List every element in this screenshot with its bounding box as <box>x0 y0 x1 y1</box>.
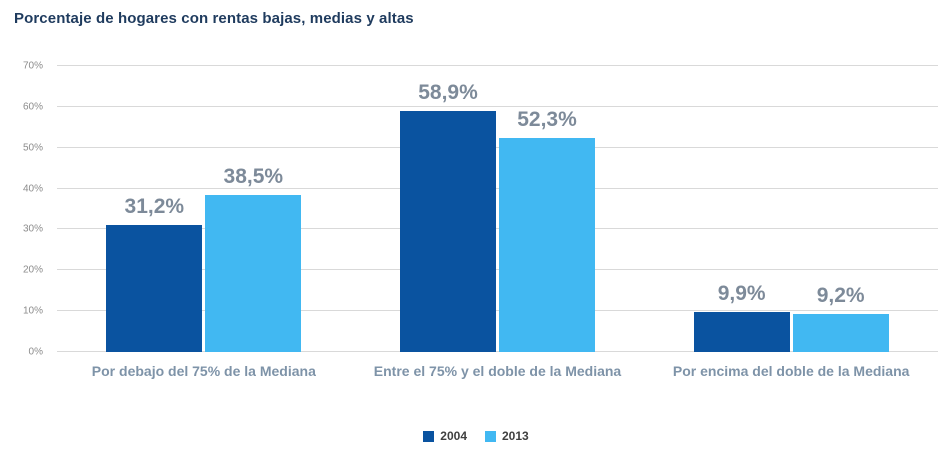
category-label-3: Por encima del doble de la Mediana <box>672 363 910 379</box>
y-tick-label: 60% <box>22 101 43 113</box>
legend-item-2013: 2013 <box>485 429 529 443</box>
legend-item-2004: 2004 <box>423 429 467 443</box>
y-tick-label: 20% <box>22 264 43 276</box>
gridline <box>57 228 938 230</box>
gridline <box>57 269 938 271</box>
data-label-2013: 38,5% <box>223 164 284 188</box>
bar-2013-category-3 <box>792 314 889 352</box>
bar-group-3: 9,9% 9,2% <box>644 66 938 352</box>
gridline <box>57 105 938 107</box>
gridline <box>57 146 938 148</box>
y-tick-label: 0% <box>28 346 43 358</box>
y-tick-label: 50% <box>22 142 43 154</box>
legend: 2004 2013 <box>0 429 952 443</box>
legend-swatch-2004 <box>423 430 435 442</box>
legend-label-2004: 2004 <box>440 429 467 443</box>
data-label-2013: 52,3% <box>517 108 577 132</box>
data-label-2004: 9,9% <box>717 281 766 305</box>
bar-wrap: 52,3% <box>499 66 595 352</box>
bar-2013-category-2 <box>499 138 595 352</box>
category-label-2: Entre el 75% y el doble de la Mediana <box>373 363 622 379</box>
plot-area: 31,2% 38,5% 58,9% 52,3% 9,9% 9,2% <box>57 65 938 352</box>
bar-2004-category-2 <box>400 111 496 352</box>
bar-wrap: 58,9% <box>400 66 496 352</box>
category-label-1: Por debajo del 75% de la Mediana <box>91 363 316 379</box>
bar-2013-category-1 <box>205 194 302 352</box>
bar-wrap: 9,9% <box>693 66 790 352</box>
data-label-2013: 9,2% <box>816 284 865 308</box>
legend-label-2013: 2013 <box>502 429 529 443</box>
bar-wrap: 38,5% <box>205 66 302 352</box>
bar-wrap: 31,2% <box>106 66 203 352</box>
x-axis-labels: Por debajo del 75% de la Mediana Entre e… <box>57 362 938 382</box>
data-label-2004: 58,9% <box>418 81 478 105</box>
bar-groups: 31,2% 38,5% 58,9% 52,3% 9,9% 9,2% <box>57 66 938 352</box>
legend-swatch-2013 <box>485 430 496 442</box>
gridline <box>57 65 938 66</box>
y-tick-label: 70% <box>22 60 43 72</box>
bar-wrap: 9,2% <box>792 66 889 352</box>
bar-group-2: 58,9% 52,3% <box>351 66 645 352</box>
bar-2004-category-1 <box>106 224 203 352</box>
bar-group-1: 31,2% 38,5% <box>57 66 351 352</box>
y-axis-labels: 0% 10% 20% 30% 40% 50% 60% 70% <box>0 61 50 358</box>
gridline <box>57 187 938 189</box>
data-label-2004: 31,2% <box>124 194 185 218</box>
gridline <box>57 310 938 312</box>
chart-title: Porcentaje de hogares con rentas bajas, … <box>14 10 414 27</box>
y-tick-label: 40% <box>22 183 43 195</box>
y-tick-label: 30% <box>22 223 43 235</box>
y-tick-label: 10% <box>22 305 43 317</box>
gridline <box>57 351 938 352</box>
bar-2004-category-3 <box>693 311 790 352</box>
